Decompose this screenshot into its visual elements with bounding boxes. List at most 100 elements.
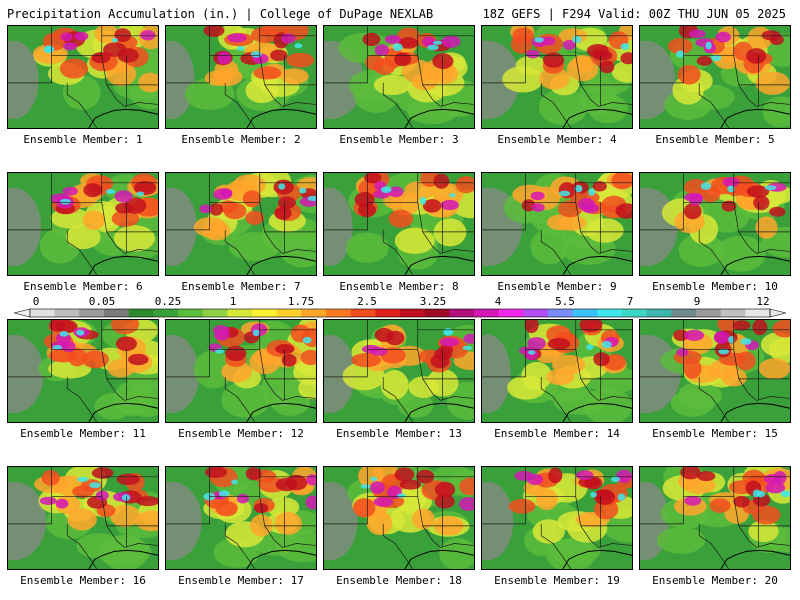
ensemble-map-panel [7,172,159,276]
colorbar-tick-label: 2.5 [357,295,377,308]
precipitation-map [640,26,790,128]
ensemble-member-label: Ensemble Member: 5 [655,133,775,146]
precipitation-map [482,173,632,275]
colorbar-tick-label: 0.25 [154,295,182,308]
ensemble-member-label: Ensemble Member: 7 [181,280,301,293]
colorbar-tick-label: 1 [229,295,237,308]
colorbar-swatch [745,309,771,317]
colorbar-tick-label: 0.05 [88,295,116,308]
ensemble-member-label: Ensemble Member: 8 [339,280,459,293]
precipitation-map [482,467,632,569]
ensemble-member-label: Ensemble Member: 4 [497,133,617,146]
precipitation-map [324,26,474,128]
ensemble-map-panel [481,25,633,129]
colorbar-max-arrow [769,308,786,318]
precipitation-map [324,173,474,275]
precipitation-map [8,173,158,275]
precipitation-map [8,26,158,128]
ensemble-map-panel [639,319,791,423]
colorbar-tick-label: 0 [32,295,40,308]
colorbar-swatch [153,309,179,317]
colorbar-swatch [449,309,475,317]
ensemble-map-panel [639,466,791,570]
colorbar-swatch [350,309,376,317]
ensemble-map-panel [639,172,791,276]
colorbar-swatch [227,309,253,317]
map-title: Precipitation Accumulation (in.) | Colle… [7,7,434,21]
ensemble-map-panel [323,172,475,276]
ensemble-member-label: Ensemble Member: 6 [23,280,143,293]
ensemble-map-panel [323,319,475,423]
ensemble-member-label: Ensemble Member: 18 [336,574,462,587]
colorbar-swatch [54,309,80,317]
colorbar-tick-label: 9 [693,295,701,308]
precipitation-map [640,173,790,275]
colorbar-swatch [572,309,598,317]
precipitation-map [482,320,632,422]
ensemble-member-label: Ensemble Member: 10 [652,280,778,293]
ensemble-map-panel [7,25,159,129]
colorbar-swatch [178,309,203,317]
ensemble-map-panel [323,466,475,570]
precipitation-map [324,320,474,422]
colorbar-swatch [326,309,351,317]
ensemble-map-panel [165,466,317,570]
colorbar-swatch [498,309,524,317]
ensemble-member-label: Ensemble Member: 19 [494,574,620,587]
colorbar-tick-label: 3.25 [419,295,447,308]
colorbar-swatch [523,309,549,317]
precipitation-map [324,467,474,569]
precipitation-map [166,467,316,569]
ensemble-member-label: Ensemble Member: 3 [339,133,459,146]
colorbar-min-arrow [14,308,31,318]
colorbar-tick-label: 1.75 [287,295,315,308]
colorbar-swatch [30,309,55,317]
precipitation-map [166,26,316,128]
ensemble-map-panel [481,172,633,276]
ensemble-member-label: Ensemble Member: 2 [181,133,301,146]
ensemble-map-panel [7,319,159,423]
precipitation-colorbar [14,308,786,318]
precipitation-map [8,467,158,569]
ensemble-map-panel [165,172,317,276]
ensemble-member-label: Ensemble Member: 20 [652,574,778,587]
ensemble-map-panel [165,25,317,129]
colorbar-swatch [375,309,401,317]
ensemble-map-panel [639,25,791,129]
colorbar-tick-label: 5.5 [555,295,575,308]
colorbar-swatch [671,309,697,317]
ensemble-member-label: Ensemble Member: 16 [20,574,146,587]
ensemble-map-panel [165,319,317,423]
colorbar-swatch [128,309,154,317]
colorbar-swatch [597,309,623,317]
colorbar-swatch [696,309,721,317]
colorbar-swatch [646,309,672,317]
colorbar-swatch [252,309,277,317]
colorbar-tick-label: 7 [626,295,634,308]
colorbar-swatch [400,309,425,317]
colorbar-swatch [622,309,647,317]
ensemble-member-label: Ensemble Member: 9 [497,280,617,293]
colorbar-swatch [79,309,105,317]
ensemble-map-panel [481,466,633,570]
ensemble-member-label: Ensemble Member: 1 [23,133,143,146]
model-run-info: 18Z GEFS | F294 Valid: 00Z THU JUN 05 20… [482,7,786,21]
colorbar-swatch [720,309,746,317]
ensemble-map-panel [481,319,633,423]
precipitation-map [640,467,790,569]
colorbar-swatch [474,309,499,317]
colorbar-swatch [548,309,573,317]
colorbar-swatch [202,309,228,317]
precipitation-map [166,173,316,275]
colorbar-tick-label: 4 [494,295,502,308]
ensemble-member-label: Ensemble Member: 15 [652,427,778,440]
ensemble-member-label: Ensemble Member: 13 [336,427,462,440]
ensemble-map-panel [323,25,475,129]
colorbar-swatch [104,309,129,317]
ensemble-map-panel [7,466,159,570]
precipitation-map [8,320,158,422]
ensemble-member-label: Ensemble Member: 11 [20,427,146,440]
colorbar-swatch [424,309,450,317]
precipitation-map [166,320,316,422]
ensemble-member-label: Ensemble Member: 14 [494,427,620,440]
